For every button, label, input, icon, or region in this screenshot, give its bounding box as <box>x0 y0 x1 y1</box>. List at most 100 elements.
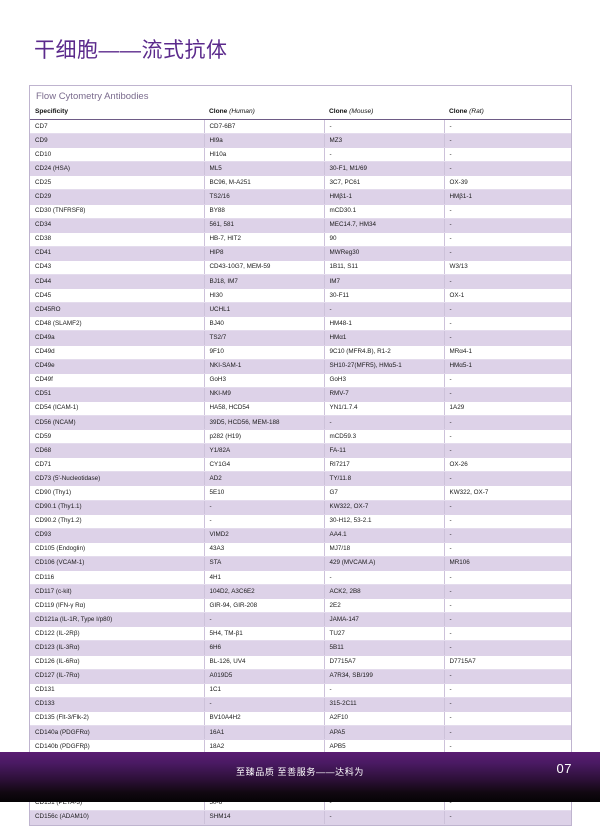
cell-specificity: CD126 (IL-6Rα) <box>30 655 205 670</box>
cell-clone-mouse: JAMA-147 <box>324 612 445 628</box>
cell-clone-rat: - <box>444 218 571 233</box>
cell-clone-rat: - <box>444 570 571 586</box>
cell-clone-rat: HMα5-1 <box>444 359 571 374</box>
cell-clone-mouse: ACK2, 2B8 <box>324 584 445 600</box>
page-title: 干细胞——流式抗体 <box>34 39 228 62</box>
cell-clone-mouse: mCD59.3 <box>324 429 445 445</box>
cell-clone-human: BV10A4H2 <box>204 711 325 727</box>
cell-clone-rat: - <box>444 232 571 247</box>
cell-clone-mouse: RI7217 <box>324 457 445 473</box>
cell-specificity: CD131 <box>30 683 205 698</box>
cell-clone-rat: - <box>444 147 571 163</box>
cell-clone-mouse: MZ3 <box>324 133 445 149</box>
cell-specificity: CD25 <box>30 175 205 191</box>
cell-clone-mouse: MWReg30 <box>324 246 445 261</box>
cell-clone-human: - <box>204 514 325 529</box>
cell-clone-human: GIR-94, GIR-208 <box>204 598 325 614</box>
cell-clone-mouse: HMβ1-1 <box>324 189 445 205</box>
cell-clone-mouse: A7R34, SB/199 <box>324 669 445 684</box>
cell-specificity: CD59 <box>30 429 205 445</box>
table-row: CD117 (c-kit) 104D2, A3C6E2 ACK2, 2B8- <box>30 584 571 600</box>
cell-specificity: CD49d <box>30 345 205 360</box>
cell-specificity: CD49a <box>30 330 205 346</box>
cell-clone-rat: - <box>444 330 571 346</box>
cell-clone-human: TS2/7 <box>204 330 325 346</box>
cell-clone-human: 5H4, TM-β1 <box>204 626 325 642</box>
cell-clone-rat: 1A29 <box>444 401 571 416</box>
cell-clone-human: VIMD2 <box>204 528 325 543</box>
cell-clone-mouse: 9C10 (MFR4.B), R1-2 <box>324 345 445 360</box>
cell-specificity: CD9 <box>30 133 205 149</box>
cell-clone-rat: - <box>444 542 571 557</box>
cell-clone-human: BJ18, IM7 <box>204 274 325 290</box>
cell-clone-mouse: 315-2C11 <box>324 697 445 712</box>
cell-clone-rat: - <box>444 626 571 642</box>
cell-clone-mouse: 3C7, PC61 <box>324 175 445 191</box>
cell-clone-human: UCHL1 <box>204 302 325 318</box>
cell-specificity: CD121a (IL-1R, Type I/p80) <box>30 612 205 628</box>
column-header-species: (Human) <box>229 108 255 115</box>
cell-clone-human: NKI-SAM-1 <box>204 359 325 374</box>
footer-bar: 至臻品质 至善服务——达科为 07 <box>0 752 600 802</box>
cell-clone-human: ML5 <box>204 161 325 177</box>
cell-clone-human: BY88 <box>204 204 325 219</box>
cell-specificity: CD127 (IL-7Rα) <box>30 669 205 684</box>
cell-specificity: CD117 (c-kit) <box>30 584 205 600</box>
cell-clone-rat: - <box>444 683 571 698</box>
cell-clone-rat: KW322, OX-7 <box>444 485 571 501</box>
cell-clone-rat: - <box>444 528 571 543</box>
column-header-specificity: Specificity <box>30 106 204 120</box>
cell-clone-rat: OX-39 <box>444 175 571 191</box>
cell-specificity: CD90.1 (Thy1.1) <box>30 500 205 515</box>
cell-clone-human: CD7-6B7 <box>204 119 325 135</box>
table-row: CD156c (ADAM10) SHM14- - <box>30 810 571 825</box>
table-row: CD7 CD7-6B7- - <box>30 119 571 135</box>
table-row: CD126 (IL-6Rα) BL-126, UV4 D7715A7 D7715A7 <box>30 655 571 670</box>
table-row: CD90.2 (Thy1.2) -30-H12, 53-2.1- <box>30 514 571 529</box>
cell-clone-mouse: - <box>324 570 445 586</box>
cell-specificity: CD34 <box>30 218 205 233</box>
cell-specificity: CD140a (PDGFRα) <box>30 725 205 741</box>
cell-specificity: CD43 <box>30 260 205 276</box>
cell-clone-rat: - <box>444 640 571 656</box>
footer-page-number: 07 <box>556 761 572 776</box>
cell-specificity: CD10 <box>30 147 205 163</box>
table-row: CD106 (VCAM-1) STA 429 (MVCAM.A) MR106 <box>30 556 571 572</box>
cell-clone-human: A019D5 <box>204 669 325 684</box>
cell-clone-human: BC96, M-A251 <box>204 175 325 191</box>
table-caption: Flow Cytometry Antibodies <box>36 91 149 102</box>
cell-clone-rat: - <box>444 612 571 628</box>
table-row: CD123 (IL-3Rα) 6H6 5B11- <box>30 640 571 656</box>
cell-clone-mouse: mCD30.1 <box>324 204 445 219</box>
table-row: CD48 (SLAMF2) BJ40 HM48-1- <box>30 316 571 332</box>
column-header-main: Clone <box>209 108 228 115</box>
cell-clone-human: CD43-10G7, MEM-59 <box>204 260 325 276</box>
cell-clone-human: 4H1 <box>204 570 325 586</box>
cell-clone-human: 5E10 <box>204 485 325 501</box>
column-header-main: Clone <box>329 108 348 115</box>
cell-clone-mouse: KW322, OX-7 <box>324 500 445 515</box>
table-row: CD127 (IL-7Rα) A019D5 A7R34, SB/199- <box>30 669 571 684</box>
cell-clone-rat: - <box>444 471 571 487</box>
cell-specificity: CD90 (Thy1) <box>30 485 205 501</box>
cell-specificity: CD90.2 (Thy1.2) <box>30 514 205 529</box>
table-row: CD45RO UCHL1- - <box>30 302 571 318</box>
cell-clone-human: Y1/82A <box>204 443 325 459</box>
cell-clone-mouse: 1B11, S11 <box>324 260 445 276</box>
cell-clone-rat: - <box>444 274 571 290</box>
cell-clone-human: 1C1 <box>204 683 325 698</box>
table-row: CD90.1 (Thy1.1) - KW322, OX-7- <box>30 500 571 515</box>
cell-clone-mouse: MEC14.7, HM34 <box>324 218 445 233</box>
cell-clone-rat: - <box>444 415 571 431</box>
cell-clone-human: GoH3 <box>204 373 325 388</box>
table-row: CD34 561, 581 MEC14.7, HM34- <box>30 218 571 233</box>
cell-clone-rat: W3/13 <box>444 260 571 276</box>
column-header-clone-mouse: Clone (Mouse) <box>324 106 444 120</box>
cell-specificity: CD93 <box>30 528 205 543</box>
cell-clone-rat: - <box>444 316 571 332</box>
cell-clone-rat: MR106 <box>444 556 571 572</box>
table-row: CD90 (Thy1) 5E10 G7 KW322, OX-7 <box>30 485 571 501</box>
cell-clone-mouse: SH10-27(MFR5), HMα5-1 <box>324 359 445 374</box>
table-row: CD59 p282 (H19) mCD59.3- <box>30 429 571 445</box>
cell-clone-mouse: GoH3 <box>324 373 445 388</box>
